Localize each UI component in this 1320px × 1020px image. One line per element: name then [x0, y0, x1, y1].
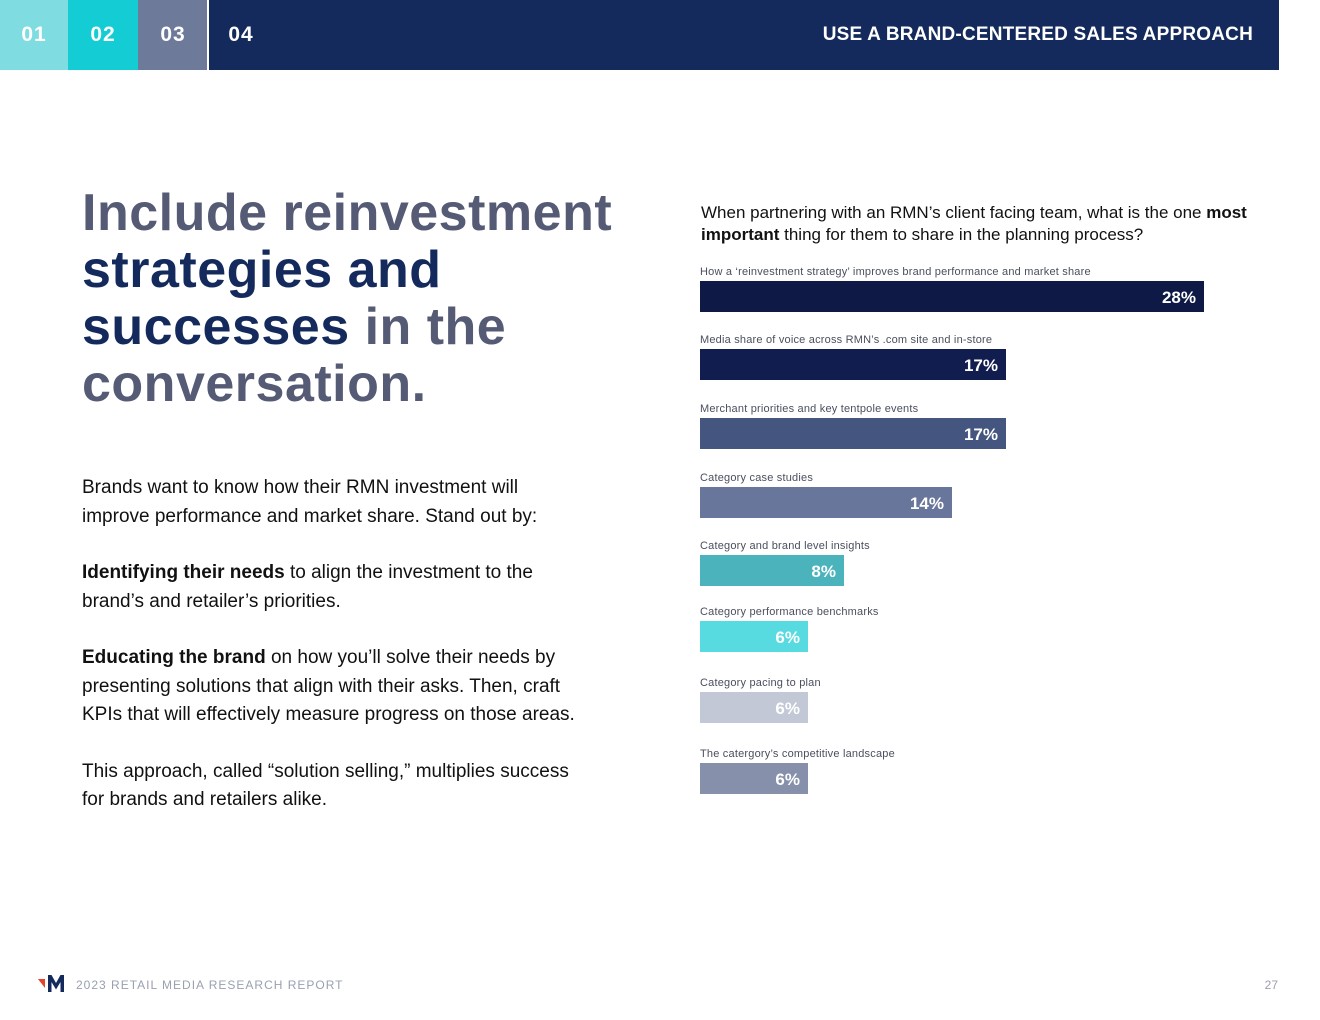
headline-part-5: conversation.: [82, 355, 427, 413]
bar-value-3: 17%: [964, 425, 998, 444]
bar-3: [700, 418, 1006, 449]
bar-label-4: Category case studies: [700, 472, 813, 484]
approach-paragraph: This approach, called “solution selling,…: [82, 760, 569, 811]
bar-4: [700, 487, 952, 518]
needs-paragraph: Identifying their needs to align the inv…: [82, 559, 582, 616]
tab-03[interactable]: 03: [138, 0, 208, 70]
question-bold: most important: [701, 203, 1247, 244]
bar-value-2: 17%: [964, 356, 998, 375]
bar-value-7: 6%: [775, 699, 800, 718]
bar-label-6: Category performance benchmarks: [700, 606, 879, 618]
bar-1: [700, 281, 1204, 312]
bar-6: [700, 621, 808, 652]
bar-5: [700, 555, 844, 586]
educating-lead: Educating the brand: [82, 647, 266, 668]
headline-part-1: Include reinvestment: [82, 184, 613, 242]
bar-8: [700, 763, 808, 794]
bar-2: [700, 349, 1006, 380]
tab-01[interactable]: 01: [0, 0, 68, 70]
bar-value-4: 14%: [910, 494, 944, 513]
headline-part-4: in the: [349, 298, 507, 356]
educating-text: on how you’ll solve their needs by prese…: [82, 647, 575, 725]
page-number: 27: [1264, 978, 1278, 992]
needs-lead: Identifying their needs: [82, 562, 285, 583]
question-part-2: thing for them to share in the planning …: [779, 225, 1144, 244]
needs-text: to align the investment to the brand’s a…: [82, 562, 533, 612]
bar-label-5: Category and brand level insights: [700, 540, 870, 552]
footer-report-title: 2023 RETAIL MEDIA RESEARCH REPORT: [76, 978, 344, 992]
page-headline: Include reinvestment strategies and succ…: [82, 185, 662, 413]
chart-question: When partnering with an RMN’s client fac…: [701, 202, 1261, 246]
tab-04[interactable]: 04: [210, 0, 272, 70]
header-bar: 01 02 03 04 USE A BRAND-CENTERED SALES A…: [0, 0, 1279, 70]
bar-label-1: How a ‘reinvestment strategy’ improves b…: [700, 266, 1091, 278]
tab-divider: [207, 0, 209, 70]
bar-value-6: 6%: [775, 628, 800, 647]
headline-part-3: successes: [82, 298, 350, 356]
bar-7: [700, 692, 808, 723]
question-part-1: When partnering with an RMN’s client fac…: [701, 203, 1207, 222]
bar-value-8: 6%: [775, 770, 800, 789]
body-copy: Brands want to know how their RMN invest…: [82, 474, 582, 843]
brand-logo-icon: [38, 975, 64, 992]
tab-02[interactable]: 02: [68, 0, 138, 70]
bar-label-8: The catergory’s competitive landscape: [700, 748, 895, 760]
bar-value-1: 28%: [1162, 288, 1196, 307]
bar-label-2: Media share of voice across RMN’s .com s…: [700, 334, 992, 346]
intro-paragraph: Brands want to know how their RMN invest…: [82, 477, 538, 527]
bar-label-3: Merchant priorities and key tentpole eve…: [700, 403, 919, 415]
bar-label-7: Category pacing to plan: [700, 677, 821, 689]
headline-part-2: strategies and: [82, 241, 442, 299]
educating-paragraph: Educating the brand on how you’ll solve …: [82, 644, 582, 730]
section-title: USE A BRAND-CENTERED SALES APPROACH: [822, 24, 1253, 45]
bar-value-5: 8%: [811, 562, 836, 581]
